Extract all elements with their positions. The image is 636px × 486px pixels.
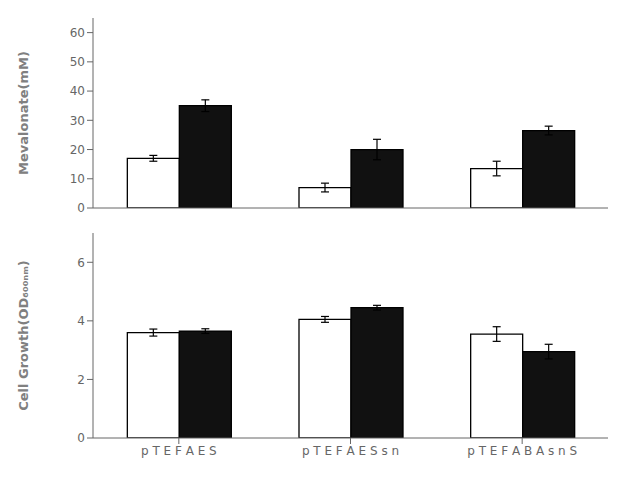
svg-text:Mevalonate(mM): Mevalonate(mM) [16, 51, 31, 175]
svg-text:0: 0 [77, 201, 85, 215]
svg-text:6: 6 [77, 256, 85, 270]
svg-text:4: 4 [77, 314, 85, 328]
svg-text:0: 0 [77, 431, 85, 445]
svg-text:p T E F A E S s n: p T E F A E S s n [302, 444, 399, 458]
svg-text:60: 60 [70, 26, 85, 40]
svg-text:Cell Growth(OD₆₀₀ₙₘ): Cell Growth(OD₆₀₀ₙₘ) [16, 260, 31, 411]
svg-text:30: 30 [70, 114, 85, 128]
svg-text:10: 10 [70, 172, 85, 186]
svg-text:40: 40 [70, 84, 85, 98]
svg-text:20: 20 [70, 143, 85, 157]
svg-text:p T E F A B A s n S: p T E F A B A s n S [467, 444, 577, 458]
svg-text:p T E F A E S: p T E F A E S [141, 444, 217, 458]
svg-text:2: 2 [77, 373, 85, 387]
svg-text:50: 50 [70, 55, 85, 69]
